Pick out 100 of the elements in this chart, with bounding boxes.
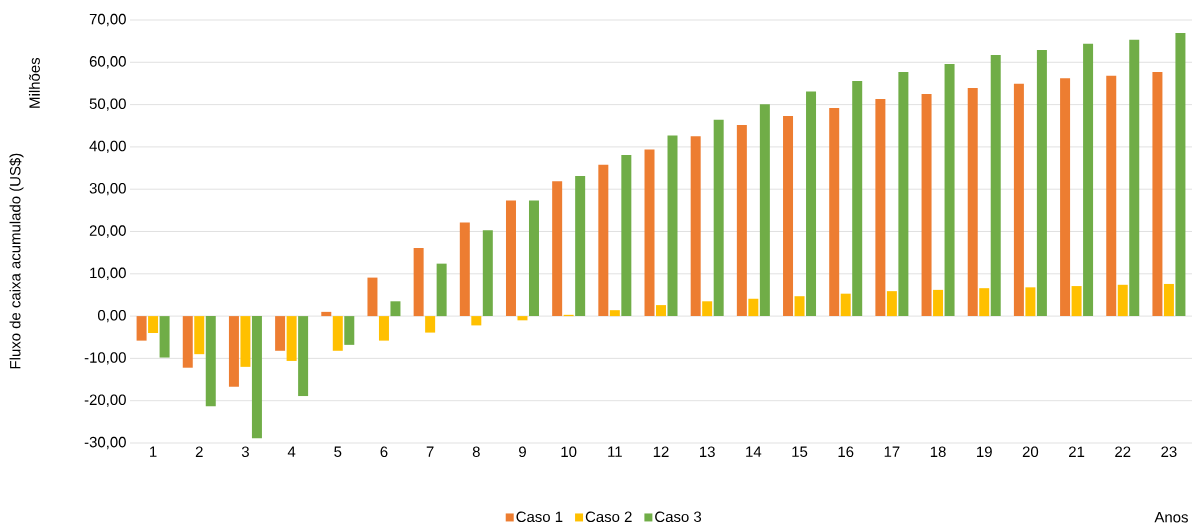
bar (390, 301, 401, 317)
bar (367, 277, 378, 317)
y-tick-label: 10,00 (90, 267, 126, 280)
bar (436, 263, 447, 317)
bar (875, 99, 886, 317)
bar (378, 316, 389, 341)
bar (759, 104, 770, 317)
x-tick-label: 18 (930, 446, 946, 458)
x-tick-label: 3 (241, 446, 249, 458)
bar (933, 289, 944, 317)
y-axis-title: Fluxo de caixa acumulado (US$) (9, 153, 24, 369)
bar (944, 63, 955, 317)
bar (182, 316, 193, 368)
bar (1163, 283, 1174, 317)
bar (517, 316, 528, 321)
bar (1117, 284, 1128, 317)
bar (552, 181, 563, 317)
bar (644, 149, 655, 317)
legend-label: Caso 3 (655, 511, 702, 523)
bar (598, 164, 609, 317)
bar (690, 136, 701, 317)
x-tick-label: 15 (792, 446, 808, 457)
bar (321, 311, 332, 317)
x-tick-label: 7 (426, 446, 434, 457)
x-tick-label: 12 (653, 446, 669, 457)
y-tick-label: -10,00 (84, 352, 126, 365)
bar (251, 316, 262, 439)
y-tick-label: -20,00 (84, 394, 126, 407)
bar (1152, 72, 1163, 317)
x-tick-label: 1 (150, 446, 157, 457)
bar (967, 88, 978, 317)
bar (425, 316, 436, 333)
x-tick-label: 22 (1115, 446, 1131, 457)
bar (459, 222, 470, 317)
bar (332, 316, 343, 351)
x-tick-label: 13 (700, 446, 715, 458)
bar (240, 316, 251, 367)
y-tick-label: 30,00 (89, 183, 126, 196)
bar (1129, 39, 1140, 317)
bar (159, 316, 170, 358)
bar (979, 288, 990, 317)
bar (990, 55, 1001, 317)
bar (1083, 43, 1094, 317)
bar (344, 316, 355, 345)
x-axis-title: Anos (1154, 512, 1188, 523)
bar (413, 247, 424, 317)
bar (898, 72, 909, 317)
x-tick-label: 6 (380, 446, 388, 458)
bar (840, 293, 851, 317)
bar (228, 316, 239, 387)
legend-label: Caso 2 (585, 511, 632, 523)
bar (1175, 33, 1186, 317)
bar (748, 298, 759, 317)
bar (471, 316, 482, 326)
x-tick-label: 4 (287, 446, 296, 457)
bar (505, 200, 516, 317)
bar (609, 310, 620, 317)
bar (1013, 83, 1024, 317)
bar (702, 301, 713, 317)
x-tick-label: 2 (195, 446, 203, 457)
bar (1106, 75, 1117, 317)
y-tick-label: 70,00 (89, 13, 126, 27)
x-tick-label: 17 (884, 446, 900, 457)
x-tick-label: 23 (1161, 446, 1177, 458)
bar (829, 107, 840, 317)
legend-label: Caso 1 (516, 511, 563, 523)
bar (1036, 50, 1047, 317)
y-tick-label: 40,00 (89, 140, 126, 154)
bar (275, 316, 286, 351)
bar (713, 119, 724, 317)
bar (921, 94, 932, 317)
x-tick-label: 21 (1069, 446, 1085, 457)
bar (286, 316, 297, 361)
bar (1060, 78, 1071, 317)
x-tick-label: 5 (334, 446, 342, 457)
bar (1025, 287, 1036, 317)
y-tick-label: 50,00 (89, 98, 126, 111)
bar (205, 316, 216, 407)
bar (482, 230, 493, 317)
y-tick-label: 60,00 (89, 56, 126, 69)
bar (783, 116, 794, 317)
x-tick-label: 19 (977, 446, 992, 458)
x-tick-label: 16 (838, 446, 854, 458)
bar (621, 154, 632, 317)
y-tick-label: 0,00 (97, 309, 126, 323)
bar (886, 291, 897, 317)
bar (1071, 286, 1082, 317)
bar (667, 135, 678, 317)
bar (794, 296, 805, 317)
bar (136, 316, 147, 341)
bar (298, 316, 309, 397)
bar (656, 305, 667, 317)
text: Milhões (28, 57, 40, 108)
bar (806, 91, 817, 317)
bar (575, 176, 586, 317)
x-tick-label: 9 (519, 446, 526, 458)
y-tick-label: 20,00 (89, 225, 126, 238)
x-tick-label: 20 (1022, 446, 1039, 458)
bar (736, 124, 747, 317)
bar (148, 316, 159, 334)
